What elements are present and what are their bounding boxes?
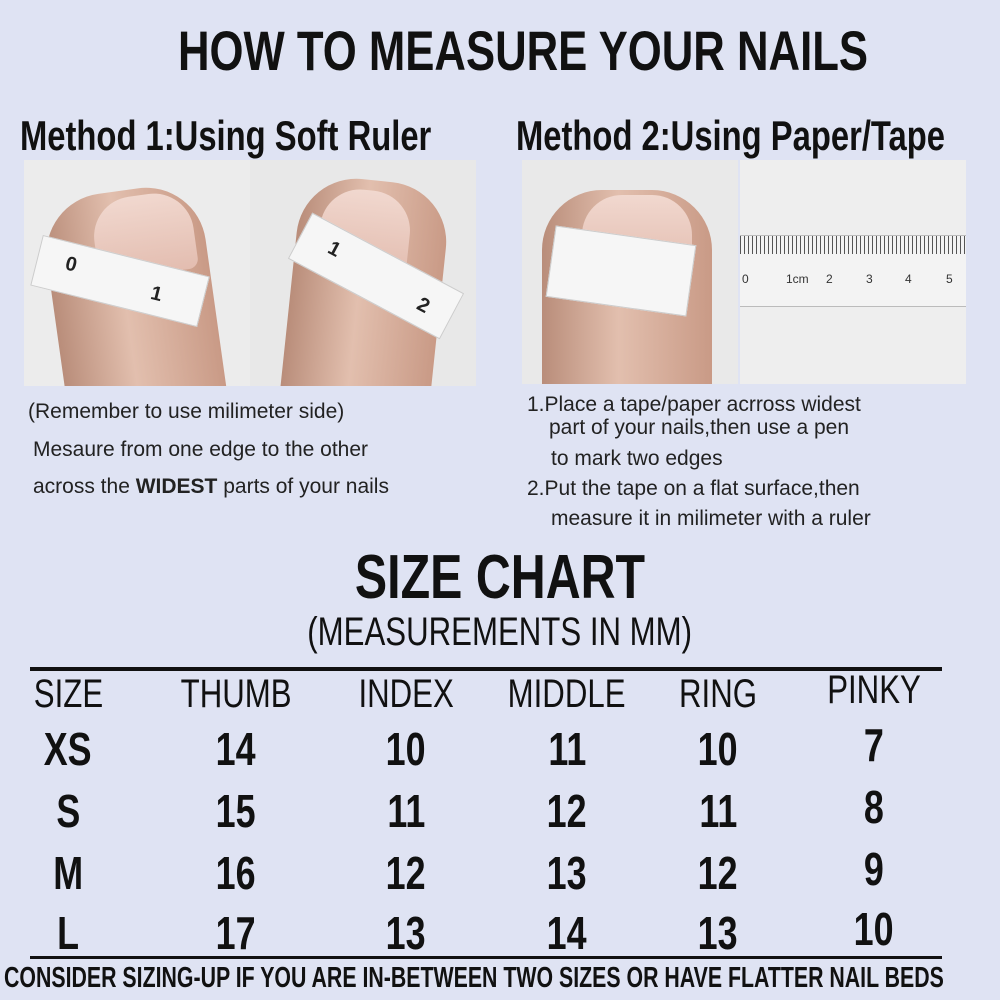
table-bottom-rule	[30, 956, 942, 959]
cell-ring: 11	[699, 785, 737, 837]
soft-ruler-photo-2: 1 2	[250, 160, 476, 386]
footer-note: CONSIDER SIZING-UP IF YOU ARE IN-BETWEEN…	[4, 962, 944, 994]
cell-pinky: 7	[864, 719, 884, 771]
cell-thumb: 17	[216, 907, 256, 959]
method2-step2-line1: 2.Put the tape on a flat surface,then	[527, 477, 860, 500]
tape-mark: 1	[148, 282, 165, 307]
cell-pinky: 10	[854, 903, 894, 955]
size-chart-subtitle: (MEASUREMENTS IN MM)	[307, 610, 693, 654]
cell-index: 11	[387, 785, 425, 837]
cell-size: S	[56, 785, 80, 837]
table-top-rule	[30, 667, 942, 671]
paper-tape-photo	[522, 160, 738, 384]
page-title: HOW TO MEASURE YOUR NAILS	[178, 19, 869, 82]
cell-thumb: 15	[216, 785, 256, 837]
cell-pinky: 8	[864, 781, 884, 833]
cell-index: 13	[386, 907, 426, 959]
ruler-photo: 0 1cm 2 3 4 5	[740, 160, 966, 384]
cell-index: 12	[386, 847, 426, 899]
tape-mark: 0	[62, 252, 80, 277]
cell-middle: 11	[548, 723, 586, 775]
header-ring: RING	[679, 672, 757, 716]
method1-line2: across the WIDEST parts of your nails	[33, 475, 389, 498]
cell-middle: 12	[547, 785, 587, 837]
method2-heading: Method 2:Using Paper/Tape	[516, 112, 945, 159]
method2-step1-line1: 1.Place a tape/paper acrross widest	[527, 393, 861, 416]
header-index: INDEX	[358, 672, 454, 716]
method1-line1: Mesaure from one edge to the other	[33, 438, 369, 461]
cell-middle: 13	[547, 847, 587, 899]
cell-size: XS	[44, 723, 92, 775]
cell-thumb: 16	[216, 847, 256, 899]
header-size: SIZE	[33, 672, 103, 716]
cell-pinky: 9	[864, 843, 884, 895]
cell-ring: 10	[698, 723, 738, 775]
method1-heading: Method 1:Using Soft Ruler	[20, 112, 432, 159]
header-middle: MIDDLE	[508, 672, 626, 716]
cell-size: M	[53, 847, 83, 899]
cell-thumb: 14	[216, 723, 256, 775]
size-chart-title: SIZE CHART	[354, 543, 646, 612]
header-thumb: THUMB	[180, 672, 292, 716]
cell-middle: 14	[547, 907, 587, 959]
header-pinky: PINKY	[827, 668, 921, 712]
method2-step2-line2: measure it in milimeter with a ruler	[551, 507, 871, 530]
method1-note: (Remember to use milimeter side)	[28, 400, 345, 423]
cell-ring: 13	[698, 907, 738, 959]
tape-mark: 1	[324, 236, 345, 262]
cell-index: 10	[386, 723, 426, 775]
cell-size: L	[57, 907, 79, 959]
cell-ring: 12	[698, 847, 738, 899]
method2-step1-line2: part of your nails,then use a pen	[549, 416, 850, 439]
method2-step1-line3: to mark two edges	[551, 447, 723, 470]
tape-mark: 2	[413, 293, 434, 318]
soft-ruler-photo-1: 0 1	[24, 160, 250, 386]
